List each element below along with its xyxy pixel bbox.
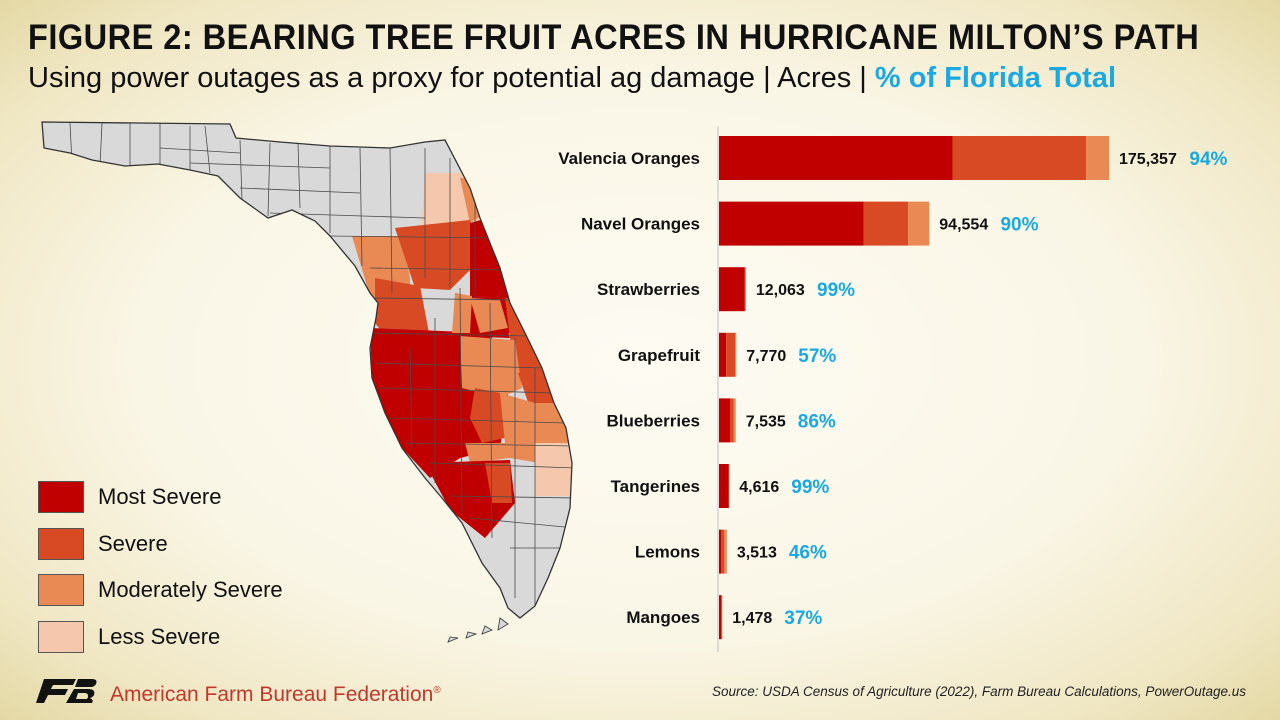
bar-segment: [719, 464, 729, 508]
chart-title: FIGURE 2: BEARING TREE FRUIT ACRES IN HU…: [28, 18, 1200, 57]
percent-of-florida-label: 86%: [798, 411, 836, 432]
region-south-central-moderate: [465, 443, 540, 463]
source-note: Source: USDA Census of Agriculture (2022…: [712, 684, 1246, 699]
legend-item-most-severe: Most Severe: [38, 474, 283, 521]
region-orlando-moderate: [470, 298, 508, 333]
legend-item-severe: Severe: [38, 521, 283, 568]
legend-swatch: [38, 574, 84, 607]
fruit-acres-bar-chart: Valencia Oranges 175,357 94% Navel Oranges 9…: [558, 126, 1228, 652]
severity-legend: Most Severe Severe Moderately Severe Les…: [38, 474, 283, 660]
subtitle-main-text: Using power outages as a proxy for poten…: [28, 62, 875, 94]
legend-swatch: [38, 527, 84, 560]
category-label: Tangerines: [611, 477, 700, 496]
total-acres-label: 94,554: [939, 217, 988, 234]
county-grid-lines: [69, 122, 572, 613]
total-acres-label: 12,063: [756, 282, 805, 299]
bar-segment: [952, 136, 1086, 180]
farm-bureau-logo: [36, 679, 97, 703]
bar-segment: [721, 595, 722, 640]
bar-segment: [719, 529, 722, 574]
percent-of-florida-label: 90%: [1000, 215, 1038, 236]
florida-outage-map: [41, 121, 573, 643]
chart-subtitle: Using power outages as a proxy for poten…: [28, 62, 1116, 95]
category-label: Navel Oranges: [581, 215, 700, 234]
legend-label: Less Severe: [98, 623, 221, 649]
percent-of-florida-label: 94%: [1189, 149, 1227, 170]
legend-label: Most Severe: [98, 484, 222, 510]
bar-segment: [719, 595, 722, 640]
percent-of-florida-label: 99%: [817, 280, 855, 301]
bar-segment: [719, 136, 953, 180]
region-mid-moderate: [452, 293, 472, 333]
category-label: Mangoes: [626, 608, 700, 627]
bar-segment: [719, 267, 745, 312]
legend-label: Moderately Severe: [98, 577, 283, 603]
organization-name: American Farm Bureau Federation®: [110, 683, 441, 707]
region-palm-beach-less-severe: [535, 443, 572, 496]
percent-of-florida-label: 37%: [784, 608, 822, 629]
region-okeechobee-moderate: [500, 393, 535, 443]
bar-segment: [730, 398, 734, 443]
category-label: Strawberries: [597, 280, 700, 299]
bar-segment: [719, 201, 864, 246]
subtitle-percent-text: % of Florida Total: [874, 62, 1117, 94]
total-acres-label: 7,535: [746, 413, 786, 430]
legend-label: Severe: [98, 530, 168, 556]
category-label: Valencia Oranges: [558, 149, 700, 168]
bar-segment: [719, 398, 731, 443]
bar-segment: [733, 398, 736, 443]
bar-segment: [744, 267, 746, 312]
total-acres-label: 7,770: [746, 348, 786, 365]
bar-segment: [724, 529, 727, 574]
registered-mark: ®: [433, 685, 441, 696]
region-east-central-moderate: [460, 336, 522, 398]
total-acres-label: 4,616: [739, 479, 779, 496]
bar-segment: [719, 332, 727, 377]
category-label: Blueberries: [606, 411, 700, 430]
category-label: Lemons: [635, 543, 700, 562]
bar-segment: [735, 332, 737, 377]
legend-swatch: [38, 620, 84, 653]
legend-item-moderately-severe: Moderately Severe: [38, 567, 283, 614]
organization-name-text: American Farm Bureau Federation: [110, 683, 434, 706]
region-highlands-severe: [470, 388, 505, 443]
percent-of-florida-label: 99%: [791, 477, 829, 498]
bar-segment: [863, 201, 909, 246]
total-acres-label: 3,513: [737, 545, 777, 562]
bar-segment: [721, 529, 725, 574]
percent-of-florida-label: 46%: [789, 543, 827, 564]
bar-segment: [726, 332, 736, 377]
legend-item-less-severe: Less Severe: [38, 614, 283, 661]
category-label: Grapefruit: [618, 346, 701, 365]
total-acres-label: 175,357: [1119, 151, 1177, 168]
total-acres-label: 1,478: [732, 610, 772, 627]
legend-swatch: [38, 481, 84, 514]
percent-of-florida-label: 57%: [798, 346, 836, 367]
bar-segment: [1085, 136, 1109, 180]
bar-segment: [908, 201, 930, 246]
florida-keys: [447, 617, 509, 643]
